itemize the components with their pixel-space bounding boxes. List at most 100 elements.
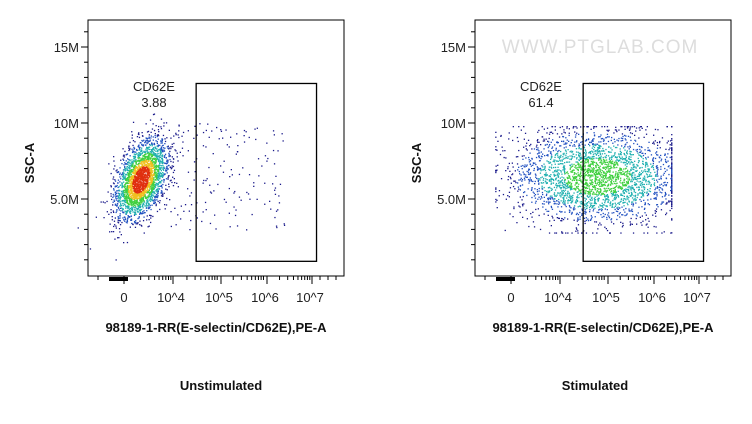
event-dot xyxy=(603,194,606,196)
event-dot xyxy=(602,156,604,159)
event-dot xyxy=(157,182,159,185)
event-dot xyxy=(569,155,571,157)
event-dot xyxy=(181,147,184,149)
event-dot xyxy=(615,196,617,198)
event-dot xyxy=(597,198,599,200)
event-dot xyxy=(159,162,161,164)
event-dot xyxy=(147,130,150,133)
event-dot xyxy=(535,156,538,159)
event-dot xyxy=(236,225,239,227)
event-dot xyxy=(168,155,170,158)
event-dot xyxy=(132,121,135,123)
event-dot xyxy=(561,133,563,135)
event-dot xyxy=(495,146,497,148)
event-dot xyxy=(140,190,142,192)
event-dot xyxy=(666,182,669,184)
event-dot xyxy=(113,195,115,197)
event-dot xyxy=(165,122,168,124)
event-dot xyxy=(164,143,166,145)
event-dot xyxy=(580,192,582,195)
event-dot xyxy=(157,178,159,180)
event-dot xyxy=(602,199,604,201)
event-dot xyxy=(656,195,658,197)
event-dot xyxy=(115,185,117,188)
event-dot xyxy=(556,133,559,135)
event-dot xyxy=(624,168,627,170)
event-dot xyxy=(650,185,652,187)
event-dot xyxy=(639,198,641,201)
event-dot xyxy=(138,146,140,148)
event-dot xyxy=(556,194,558,196)
event-dot xyxy=(635,202,637,204)
event-dot xyxy=(128,149,130,152)
event-dot xyxy=(569,151,571,153)
event-dot xyxy=(133,192,135,194)
event-dot xyxy=(617,208,619,210)
event-dot xyxy=(622,137,624,140)
event-dot xyxy=(139,212,141,215)
event-dot xyxy=(138,217,140,219)
event-dot xyxy=(641,183,644,186)
event-dot xyxy=(124,193,126,195)
event-dot xyxy=(598,144,600,146)
event-dot xyxy=(620,193,622,195)
event-dot xyxy=(610,151,612,153)
event-dot xyxy=(597,147,600,149)
event-dot xyxy=(150,180,152,182)
event-dot xyxy=(556,142,559,144)
event-dot xyxy=(599,150,601,153)
event-dot xyxy=(598,155,600,157)
event-dot xyxy=(554,171,556,173)
event-dot xyxy=(550,180,552,182)
event-dot xyxy=(135,180,137,183)
event-dot xyxy=(119,193,121,196)
event-dot xyxy=(144,184,146,186)
event-dot xyxy=(193,137,195,139)
event-dot xyxy=(560,200,562,202)
event-dot xyxy=(150,181,152,183)
event-dot xyxy=(230,136,232,138)
event-dot xyxy=(587,158,589,161)
event-dot xyxy=(626,152,628,154)
event-dot xyxy=(146,150,148,152)
event-dot xyxy=(624,149,626,151)
event-dot xyxy=(524,166,526,168)
event-dot xyxy=(623,147,625,149)
event-dot xyxy=(654,140,656,142)
event-dot xyxy=(629,132,632,134)
event-dot xyxy=(531,187,533,189)
gate-rectangle[interactable] xyxy=(195,82,318,262)
event-dot xyxy=(629,224,631,226)
event-dot xyxy=(158,182,161,184)
event-dot xyxy=(125,205,127,207)
event-dot xyxy=(140,149,142,151)
event-dot xyxy=(626,163,628,165)
event-dot xyxy=(551,178,553,180)
event-dot xyxy=(563,165,565,167)
event-dot xyxy=(112,196,114,198)
event-dot xyxy=(133,195,135,197)
event-dot xyxy=(126,178,128,180)
event-dot xyxy=(621,214,623,216)
event-dot xyxy=(159,175,161,177)
event-dot xyxy=(523,155,525,157)
event-dot xyxy=(572,145,574,147)
event-dot xyxy=(577,219,580,221)
event-dot xyxy=(599,222,601,224)
event-dot xyxy=(624,134,626,137)
event-dot xyxy=(160,146,163,148)
event-dot xyxy=(115,225,117,227)
event-dot xyxy=(129,160,131,162)
event-dot xyxy=(585,153,587,155)
event-dot xyxy=(650,175,652,177)
event-dot xyxy=(160,153,162,155)
event-dot xyxy=(659,191,661,193)
event-dot xyxy=(627,204,629,206)
event-dot xyxy=(569,158,571,160)
event-dot xyxy=(543,140,546,142)
event-dot xyxy=(543,200,545,202)
event-dot xyxy=(168,152,170,154)
event-dot xyxy=(670,186,672,188)
event-dot xyxy=(134,165,136,168)
event-dot xyxy=(586,156,588,159)
